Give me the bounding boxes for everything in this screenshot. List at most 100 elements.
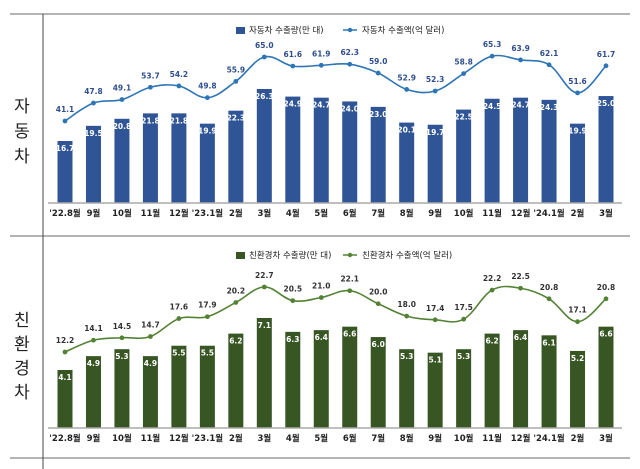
line-point (233, 300, 239, 305)
x-tick-label: '24.1월 (533, 208, 565, 219)
line-value-label: 12.2 (56, 336, 75, 345)
line-value-label: 14.1 (84, 324, 103, 333)
legend: 친환경차 수출량(만 대) 친환경차 수출액(억 달러) (236, 250, 452, 261)
bar-value-label: 6.2 (229, 337, 242, 346)
row-label-char: 환 (14, 335, 30, 355)
line-value-label: 62.3 (340, 48, 359, 57)
line-point (62, 349, 68, 355)
x-tick-label: '23.1월 (192, 433, 224, 444)
x-tick-label: 11월 (141, 208, 161, 219)
line-point (261, 284, 267, 290)
line-value-label: 52.9 (397, 73, 416, 82)
bar-value-label: 26.3 (255, 92, 274, 101)
line-value-label: 54.2 (170, 70, 189, 79)
x-tick-label: 12월 (169, 208, 189, 219)
bar (342, 101, 358, 203)
x-tick-label: 8월 (400, 433, 414, 444)
x-tick-label: 12월 (511, 433, 531, 444)
line-point (603, 63, 609, 69)
line-value-label: 17.1 (568, 306, 587, 315)
line-point (489, 287, 495, 293)
line-value-label: 17.6 (170, 303, 189, 312)
x-tick-label: 6월 (343, 208, 357, 219)
bar (598, 326, 614, 428)
legend-label-line: 친환경차 수출액(억 달러) (362, 250, 452, 261)
legend-swatch-bar (236, 27, 245, 34)
x-tick-label: 6월 (343, 433, 357, 444)
bar-value-label: 20.1 (397, 126, 416, 135)
x-tick-label: 12월 (511, 208, 531, 219)
bar-value-label: 5.1 (429, 356, 442, 365)
x-tick-label: 2월 (229, 433, 243, 444)
line-point (575, 319, 580, 325)
line-value-label: 61.9 (312, 49, 331, 58)
x-tick-label: '22.8월 (49, 433, 81, 444)
line-point (204, 314, 210, 320)
x-tick-label: 11월 (482, 433, 502, 444)
x-tick-label: 9월 (428, 433, 442, 444)
line-value-label: 17.9 (198, 301, 217, 310)
bar (85, 125, 101, 203)
bar (484, 333, 500, 428)
line-point (318, 62, 324, 68)
line-point (546, 296, 552, 302)
bar-value-label: 20.8 (113, 122, 132, 131)
bar (114, 349, 130, 428)
line-value-label: 20.8 (597, 283, 616, 292)
line-value-label: 47.8 (84, 87, 103, 96)
bar-value-label: 6.0 (372, 340, 385, 349)
line-value-label: 59.0 (369, 57, 388, 66)
line-value-label: 49.8 (198, 82, 217, 91)
bar-value-label: 22.5 (454, 113, 473, 122)
x-tick-label: 12월 (169, 433, 189, 444)
line-point (290, 298, 296, 304)
line-value-label: 14.7 (141, 321, 160, 330)
line-value-label: 65.0 (255, 41, 274, 50)
line-point (119, 97, 125, 102)
line-point (347, 288, 353, 294)
bar-value-label: 19.9 (568, 127, 587, 136)
line-value-label: 17.4 (426, 304, 445, 313)
legend-label-bar: 친환경차 수출량(만 대) (249, 250, 331, 261)
bar (228, 333, 244, 428)
bar-value-label: 5.5 (201, 349, 214, 358)
x-tick-label: 3월 (257, 433, 271, 444)
line-point (233, 78, 239, 84)
bar-value-label: 24.0 (340, 104, 359, 113)
bar (199, 123, 215, 203)
legend-marker (347, 27, 353, 33)
x-tick-label: 4월 (286, 433, 300, 444)
line-point (148, 334, 153, 339)
bar-value-label: 24.9 (284, 100, 303, 109)
x-tick-label: 10월 (112, 208, 132, 219)
bar (399, 122, 415, 203)
line-point (603, 296, 609, 302)
x-tick-label: 2월 (229, 208, 243, 219)
line-value-label: 21.0 (312, 282, 331, 291)
x-tick-label: '22.8월 (49, 208, 81, 219)
line-point (91, 337, 96, 343)
bar (285, 96, 301, 203)
bar-value-label: 4.9 (144, 359, 157, 368)
line-point (148, 84, 153, 90)
row-label-char: 자 (14, 97, 30, 117)
row-label-char: 차 (14, 147, 30, 167)
line-point (404, 87, 410, 92)
x-tick-label: 9월 (87, 208, 101, 219)
x-tick-label: 7월 (371, 433, 385, 444)
bar-value-label: 6.6 (599, 330, 612, 339)
legend-label-bar: 자동차 수출량(만 대) (249, 25, 324, 36)
line-point (432, 88, 438, 94)
bar (570, 350, 586, 428)
bar-value-label: 6.2 (485, 337, 498, 346)
bar-value-label: 21.8 (141, 116, 160, 125)
bar-value-label: 25.0 (597, 99, 616, 108)
bar (114, 118, 130, 203)
line-value-label: 52.3 (426, 75, 445, 84)
bar (541, 335, 557, 428)
bar (142, 113, 158, 203)
x-tick-label: 2월 (571, 208, 585, 219)
line-value-label: 65.3 (483, 40, 502, 49)
bar-value-label: 19.5 (84, 129, 103, 138)
line-value-label: 22.5 (511, 272, 530, 281)
